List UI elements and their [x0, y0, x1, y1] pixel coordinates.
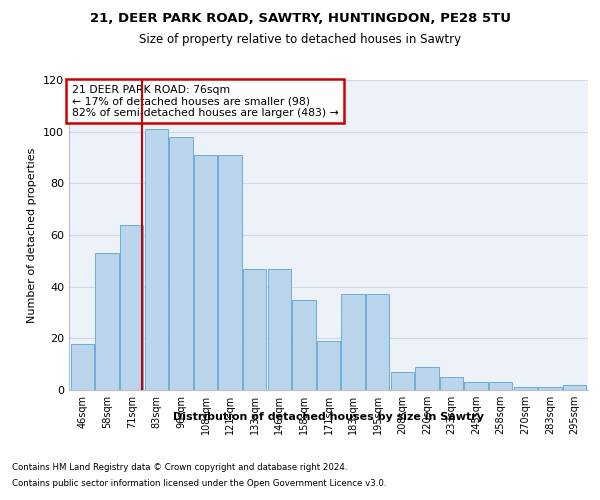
- Bar: [391, 372, 414, 390]
- Bar: [563, 385, 586, 390]
- Bar: [440, 377, 463, 390]
- Bar: [145, 129, 168, 390]
- Text: Size of property relative to detached houses in Sawtry: Size of property relative to detached ho…: [139, 32, 461, 46]
- Text: Distribution of detached houses by size in Sawtry: Distribution of detached houses by size …: [173, 412, 484, 422]
- Bar: [268, 268, 291, 390]
- Bar: [341, 294, 365, 390]
- Text: Contains public sector information licensed under the Open Government Licence v3: Contains public sector information licen…: [12, 479, 386, 488]
- Bar: [292, 300, 316, 390]
- Bar: [464, 382, 488, 390]
- Y-axis label: Number of detached properties: Number of detached properties: [28, 148, 37, 322]
- Bar: [489, 382, 512, 390]
- Bar: [218, 155, 242, 390]
- Bar: [243, 268, 266, 390]
- Text: 21 DEER PARK ROAD: 76sqm
← 17% of detached houses are smaller (98)
82% of semi-d: 21 DEER PARK ROAD: 76sqm ← 17% of detach…: [71, 84, 338, 118]
- Bar: [169, 137, 193, 390]
- Bar: [71, 344, 94, 390]
- Bar: [538, 388, 562, 390]
- Bar: [366, 294, 389, 390]
- Text: Contains HM Land Registry data © Crown copyright and database right 2024.: Contains HM Land Registry data © Crown c…: [12, 462, 347, 471]
- Bar: [120, 224, 143, 390]
- Text: 21, DEER PARK ROAD, SAWTRY, HUNTINGDON, PE28 5TU: 21, DEER PARK ROAD, SAWTRY, HUNTINGDON, …: [89, 12, 511, 26]
- Bar: [194, 155, 217, 390]
- Bar: [95, 253, 119, 390]
- Bar: [415, 367, 439, 390]
- Bar: [514, 388, 537, 390]
- Bar: [317, 341, 340, 390]
